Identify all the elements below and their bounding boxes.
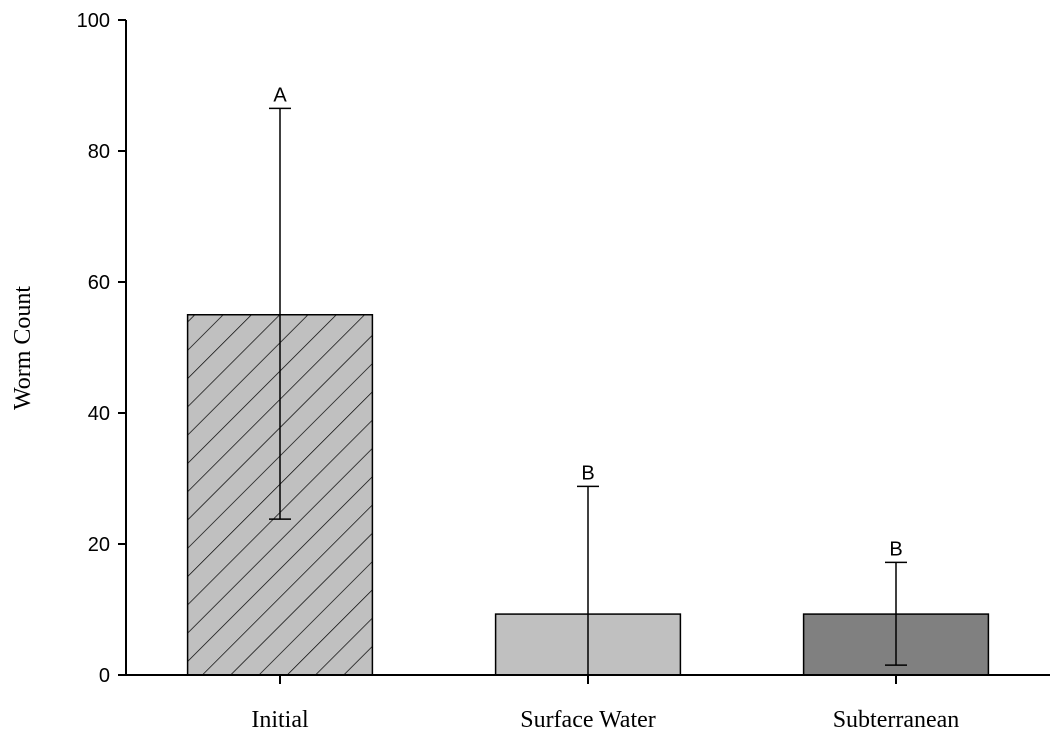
x-category-label: Initial (251, 707, 309, 733)
significance-label: A (273, 84, 287, 106)
x-category-label: Surface Water (520, 707, 656, 733)
y-tick-label: 80 (88, 141, 110, 163)
y-axis-title: Worm Count (10, 286, 36, 410)
y-tick-label: 20 (88, 534, 110, 556)
y-tick-label: 60 (88, 272, 110, 294)
x-category-label: Subterranean (833, 707, 960, 733)
y-tick-label: 0 (99, 665, 110, 687)
significance-label: B (581, 462, 594, 484)
significance-label: B (889, 538, 902, 560)
y-tick-label: 40 (88, 403, 110, 425)
y-tick-label: 100 (77, 10, 110, 32)
